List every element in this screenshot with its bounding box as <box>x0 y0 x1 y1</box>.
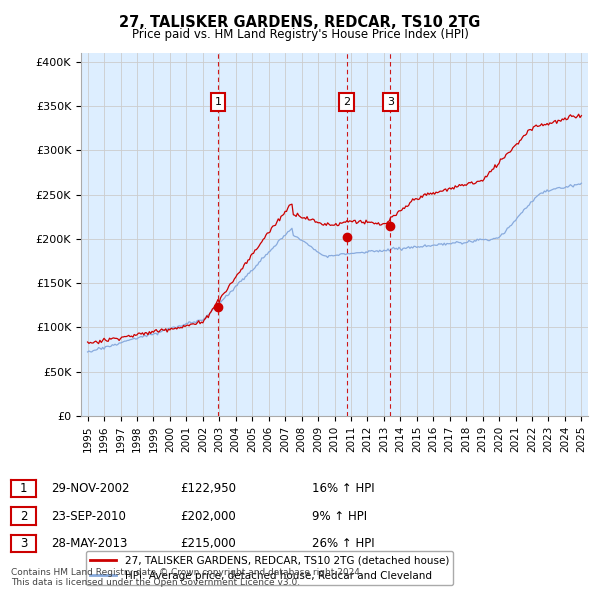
Text: 26% ↑ HPI: 26% ↑ HPI <box>312 537 374 550</box>
Text: 29-NOV-2002: 29-NOV-2002 <box>51 482 130 495</box>
Text: Contains HM Land Registry data © Crown copyright and database right 2024.
This d: Contains HM Land Registry data © Crown c… <box>11 568 362 587</box>
Text: 28-MAY-2013: 28-MAY-2013 <box>51 537 127 550</box>
Text: 16% ↑ HPI: 16% ↑ HPI <box>312 482 374 495</box>
Text: 27, TALISKER GARDENS, REDCAR, TS10 2TG: 27, TALISKER GARDENS, REDCAR, TS10 2TG <box>119 15 481 30</box>
Text: 2: 2 <box>343 97 350 107</box>
Text: 9% ↑ HPI: 9% ↑ HPI <box>312 510 367 523</box>
Text: £215,000: £215,000 <box>180 537 236 550</box>
Text: 3: 3 <box>20 537 27 550</box>
Text: Price paid vs. HM Land Registry's House Price Index (HPI): Price paid vs. HM Land Registry's House … <box>131 28 469 41</box>
Text: £202,000: £202,000 <box>180 510 236 523</box>
Legend: 27, TALISKER GARDENS, REDCAR, TS10 2TG (detached house), HPI: Average price, det: 27, TALISKER GARDENS, REDCAR, TS10 2TG (… <box>86 552 453 585</box>
Text: 23-SEP-2010: 23-SEP-2010 <box>51 510 126 523</box>
Text: 1: 1 <box>214 97 221 107</box>
Text: 3: 3 <box>387 97 394 107</box>
Text: £122,950: £122,950 <box>180 482 236 495</box>
Text: 1: 1 <box>20 482 27 495</box>
Text: 2: 2 <box>20 510 27 523</box>
